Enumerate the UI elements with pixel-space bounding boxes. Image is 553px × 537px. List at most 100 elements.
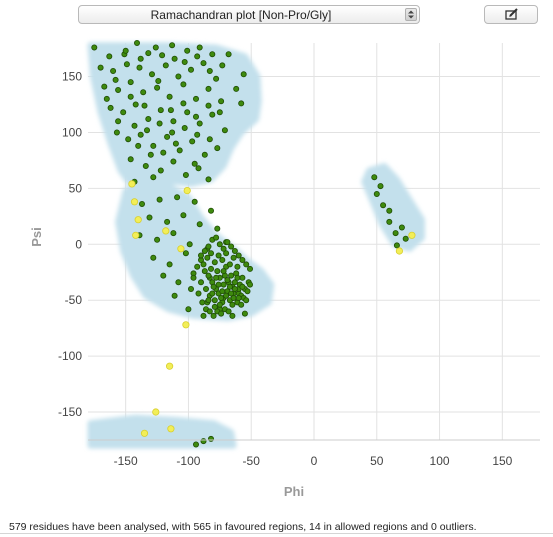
favoured-point xyxy=(241,310,248,317)
favoured-point xyxy=(142,162,149,169)
plot-type-select-label: Ramachandran plot [Non-Pro/Gly] xyxy=(150,8,332,22)
allowed-point xyxy=(408,231,416,239)
allowed-point xyxy=(182,321,190,329)
favoured-point xyxy=(373,190,380,197)
favoured-point xyxy=(231,279,238,286)
favoured-point xyxy=(200,312,207,319)
favoured-point xyxy=(209,290,216,297)
favoured-point xyxy=(172,140,179,147)
favoured-point xyxy=(205,176,212,183)
favoured-point xyxy=(211,303,218,310)
x-tick-label: -100 xyxy=(176,454,200,468)
favoured-point xyxy=(219,256,226,263)
allowed-point xyxy=(177,245,185,253)
favoured-point xyxy=(157,167,164,174)
favoured-point xyxy=(171,292,178,299)
favoured-point xyxy=(244,288,251,295)
favoured-point xyxy=(174,194,181,201)
favoured-point xyxy=(386,218,393,225)
favoured-point xyxy=(239,256,246,263)
favoured-point xyxy=(243,261,250,268)
favoured-point xyxy=(213,274,220,281)
favoured-point xyxy=(182,250,189,257)
select-stepper-icon xyxy=(405,8,417,21)
analysis-summary: 579 residues have been analysed, with 56… xyxy=(9,521,477,533)
favoured-point xyxy=(194,263,201,270)
favoured-point xyxy=(219,288,226,295)
favoured-point xyxy=(196,221,203,228)
favoured-point xyxy=(162,62,169,69)
favoured-point xyxy=(214,268,221,275)
favoured-point xyxy=(225,51,232,58)
favoured-point xyxy=(209,51,216,58)
favoured-point xyxy=(221,127,228,134)
favoured-point xyxy=(180,81,187,88)
favoured-point xyxy=(127,93,134,100)
favoured-point xyxy=(192,441,199,448)
favoured-point xyxy=(150,174,157,181)
favoured-point xyxy=(216,109,223,116)
favoured-point xyxy=(137,55,144,62)
favoured-point xyxy=(194,53,201,60)
favoured-point xyxy=(180,100,187,107)
pencil-edit-icon xyxy=(505,8,518,20)
favoured-point xyxy=(115,118,122,125)
favoured-point xyxy=(152,44,159,51)
favoured-point xyxy=(137,131,144,138)
allowed-point xyxy=(183,187,191,195)
favoured-point xyxy=(127,79,134,86)
favoured-point xyxy=(159,52,166,59)
favoured-point xyxy=(140,89,147,96)
favoured-point xyxy=(167,107,174,114)
favoured-point xyxy=(196,44,203,51)
plot-type-select[interactable]: Ramachandran plot [Non-Pro/Gly] xyxy=(78,5,420,24)
favoured-point xyxy=(91,44,98,51)
data-points xyxy=(91,40,416,448)
favoured-point xyxy=(164,218,171,225)
favoured-point xyxy=(210,312,217,319)
favoured-point xyxy=(246,281,253,288)
favoured-point xyxy=(230,254,237,261)
favoured-point xyxy=(223,292,230,299)
favoured-point xyxy=(402,235,409,242)
favoured-point xyxy=(214,225,221,232)
favoured-point xyxy=(191,160,198,167)
export-button[interactable] xyxy=(484,5,538,24)
favoured-point xyxy=(155,78,162,85)
favoured-point xyxy=(145,116,152,123)
favoured-point xyxy=(216,301,223,308)
favoured-point xyxy=(202,285,209,292)
favoured-point xyxy=(218,98,225,105)
favoured-point xyxy=(169,129,176,136)
favoured-point xyxy=(187,66,194,73)
favoured-point xyxy=(138,200,145,207)
x-tick-label: 150 xyxy=(492,454,512,468)
favoured-point xyxy=(150,254,157,261)
favoured-point xyxy=(170,230,177,237)
favoured-point xyxy=(216,241,223,248)
y-tick-label: 100 xyxy=(62,125,82,139)
favoured-point xyxy=(231,285,238,292)
favoured-point xyxy=(169,42,176,49)
favoured-point xyxy=(213,234,220,241)
favoured-point xyxy=(205,297,212,304)
favoured-point xyxy=(228,243,235,250)
favoured-point xyxy=(239,274,246,281)
favoured-point xyxy=(157,107,164,114)
favoured-point xyxy=(120,109,127,116)
favoured-point xyxy=(398,224,405,231)
favoured-point xyxy=(181,59,188,66)
favoured-point xyxy=(164,133,171,140)
favoured-point xyxy=(226,261,233,268)
favoured-point xyxy=(166,93,173,100)
favoured-point xyxy=(192,95,199,102)
y-tick-label: -50 xyxy=(65,293,83,307)
y-tick-label: -150 xyxy=(58,405,82,419)
favoured-point xyxy=(233,85,240,92)
x-axis-label: Phi xyxy=(284,484,304,499)
favoured-point xyxy=(205,102,212,109)
allowed-point xyxy=(166,362,174,370)
x-tick-label: -150 xyxy=(114,454,138,468)
favoured-point xyxy=(213,75,220,82)
favoured-point xyxy=(136,64,143,71)
